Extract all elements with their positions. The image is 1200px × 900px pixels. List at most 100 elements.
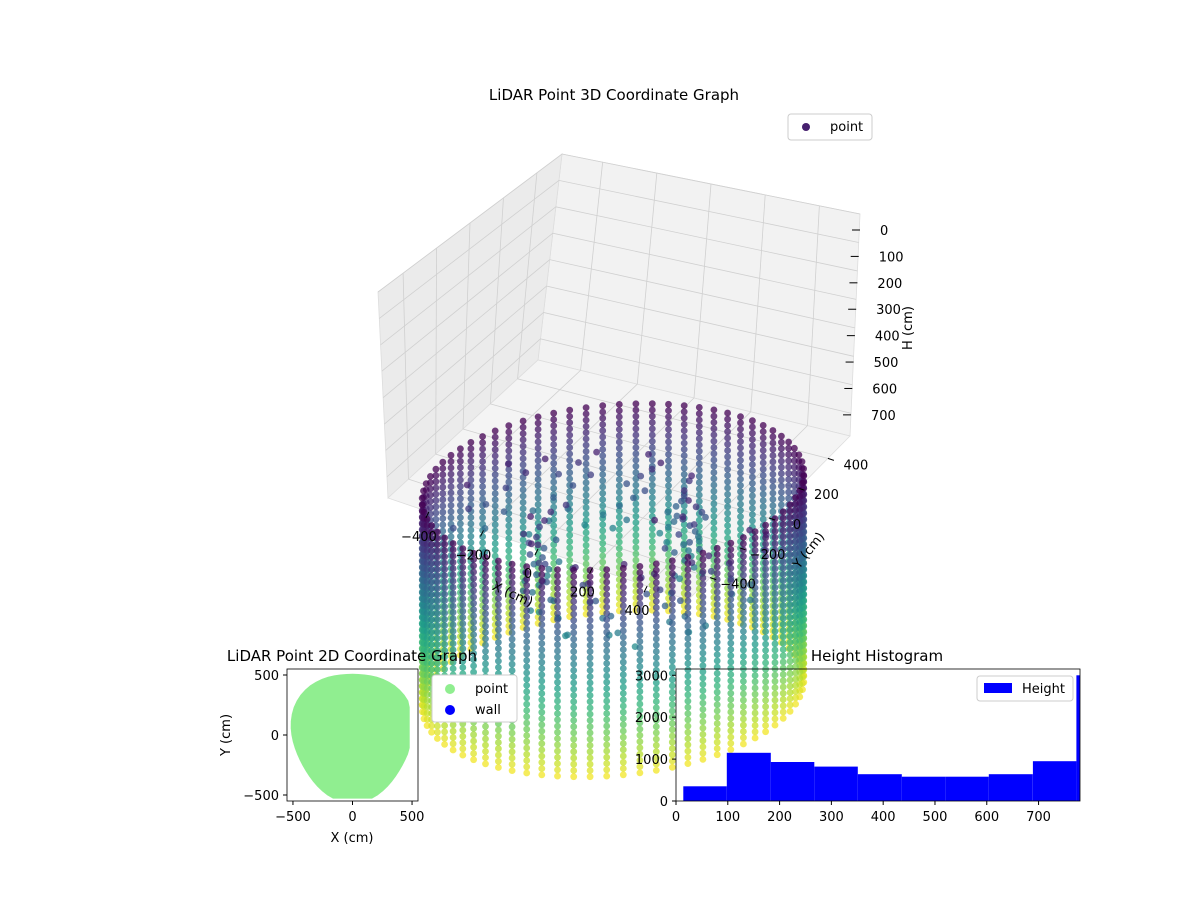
lidar-point: [636, 681, 644, 689]
hist-y-tick-label: 2000: [635, 711, 668, 726]
lidar-point: [795, 451, 803, 459]
lidar-point: [519, 555, 527, 563]
lidar-point: [636, 650, 644, 658]
lidar-point: [470, 568, 477, 576]
lidar-point: [695, 472, 703, 480]
lidar-point: [550, 422, 558, 430]
histogram-bar: [683, 786, 727, 801]
lidar-point: [500, 508, 508, 515]
lidar-point: [550, 453, 558, 461]
lidar-point: [727, 708, 735, 716]
lidar-point: [570, 710, 578, 718]
lidar-point: [586, 717, 594, 724]
z-tick-label: 700: [871, 409, 896, 424]
lidar-point: [771, 590, 779, 598]
lidar-point: [523, 732, 531, 739]
lidar-point: [523, 588, 531, 595]
lidar-point: [652, 610, 660, 618]
lidar-point: [665, 426, 672, 433]
lidar-point: [691, 528, 699, 535]
lidar-point: [619, 608, 627, 616]
lidar-point: [449, 583, 457, 591]
lidar-point: [652, 685, 660, 693]
lidar-point: [538, 583, 546, 591]
lidar-point: [727, 558, 735, 566]
y-tick-mark: [827, 457, 835, 461]
lidar-point: [491, 427, 499, 435]
lidar-point: [695, 435, 703, 443]
lidar-point: [665, 488, 672, 496]
lidar-point: [441, 615, 448, 623]
lidar-point: [428, 660, 435, 667]
lidar-point: [441, 565, 448, 573]
lidar-point: [554, 628, 561, 636]
lidar-point: [710, 481, 718, 489]
lidar-point: [495, 657, 502, 665]
lidar-point: [740, 715, 747, 723]
lidar-point: [554, 591, 561, 599]
lidar-point: [505, 522, 513, 530]
lidar-point: [684, 728, 692, 736]
lidar-point: [619, 758, 627, 766]
lidar-point: [582, 504, 590, 512]
lidar-point: [508, 654, 516, 662]
lidar-point: [520, 530, 527, 538]
lidar-point: [449, 577, 457, 585]
lidar-point: [570, 654, 578, 662]
lidar-point: [684, 685, 692, 692]
lidar-point: [482, 735, 489, 743]
lidar-point: [432, 478, 440, 486]
lidar-point: [441, 553, 448, 561]
lidar-point: [538, 627, 546, 635]
lidar-point: [798, 458, 806, 466]
lidar-point: [619, 627, 627, 635]
lidar-point: [470, 643, 477, 651]
lidar-point: [554, 566, 561, 574]
lidar-point: [710, 444, 718, 451]
lidar-point: [441, 728, 448, 736]
lidar-point: [508, 610, 516, 618]
lidar-point: [751, 553, 759, 560]
lidar-point: [457, 457, 464, 465]
lidar-point: [554, 697, 561, 705]
lidar-point: [668, 726, 676, 734]
lidar-point: [727, 677, 735, 685]
lidar-point: [615, 526, 623, 533]
lidar-point: [570, 610, 578, 618]
z-tick-label: 300: [876, 303, 901, 318]
lidar-point: [645, 451, 652, 458]
lidar-point: [727, 621, 735, 628]
lidar-point: [449, 627, 457, 635]
chart-3d-title: LiDAR Point 3D Coordinate Graph: [489, 86, 739, 104]
lidar-point: [449, 540, 457, 547]
lidar-point: [479, 489, 486, 497]
lidar-point: [713, 751, 721, 759]
lidar-point: [439, 502, 447, 510]
lidar-point: [632, 531, 640, 539]
lidar-point: [582, 535, 590, 543]
lidar-point: [603, 647, 611, 655]
z-tick-label: 200: [877, 277, 902, 292]
lidar-point: [582, 479, 590, 487]
lidar-point: [762, 584, 769, 592]
lidar-point: [566, 469, 574, 477]
lidar-point: [762, 728, 769, 736]
lidar-point: [751, 728, 759, 736]
lidar-point: [482, 610, 489, 618]
lidar-point: [636, 700, 644, 708]
lidar-point: [554, 685, 561, 692]
y-tick-mark: [739, 547, 746, 551]
x-tick-label: −200: [456, 548, 492, 563]
lidar-point: [434, 722, 441, 730]
lidar-point: [762, 521, 769, 529]
lidar-point: [740, 728, 747, 735]
lidar-point: [684, 603, 692, 611]
lidar-point: [759, 447, 767, 454]
lidar-point: [710, 525, 718, 533]
lidar-point: [603, 572, 611, 580]
lidar-point: [538, 596, 546, 604]
lidar-point: [534, 482, 542, 490]
lidar-point: [449, 721, 457, 729]
point-cloud: [418, 400, 808, 781]
lidar-point: [470, 618, 477, 626]
